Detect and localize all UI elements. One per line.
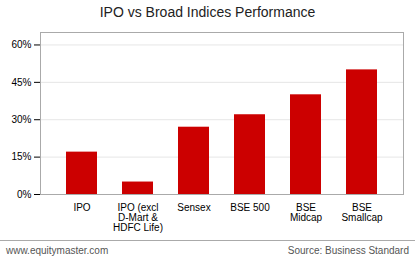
svg-text:0%: 0% <box>17 189 32 200</box>
svg-text:45%: 45% <box>11 77 31 88</box>
html-text:Source: Business Standard: Source: Business Standard <box>287 245 409 256</box>
html-text:IPO vs Broad Indices Performan: IPO vs Broad Indices Performance <box>99 4 316 20</box>
html-text:www.equitymaster.com: www.equitymaster.com <box>6 245 109 256</box>
svg-text:60%: 60% <box>11 39 31 50</box>
svg-text:IPO: IPO <box>73 202 90 213</box>
svg-text:BSE 500: BSE 500 <box>230 202 270 213</box>
svg-text:BSESmallcap: BSESmallcap <box>341 202 383 223</box>
svg-text:15%: 15% <box>11 151 31 162</box>
svg-text:30%: 30% <box>11 114 31 125</box>
svg-text:IPO (exclD-Mart &HDFC Life): IPO (exclD-Mart &HDFC Life) <box>113 202 163 233</box>
svg-text:BSEMidcap: BSEMidcap <box>290 202 323 223</box>
svg-text:Sensex: Sensex <box>177 202 210 213</box>
